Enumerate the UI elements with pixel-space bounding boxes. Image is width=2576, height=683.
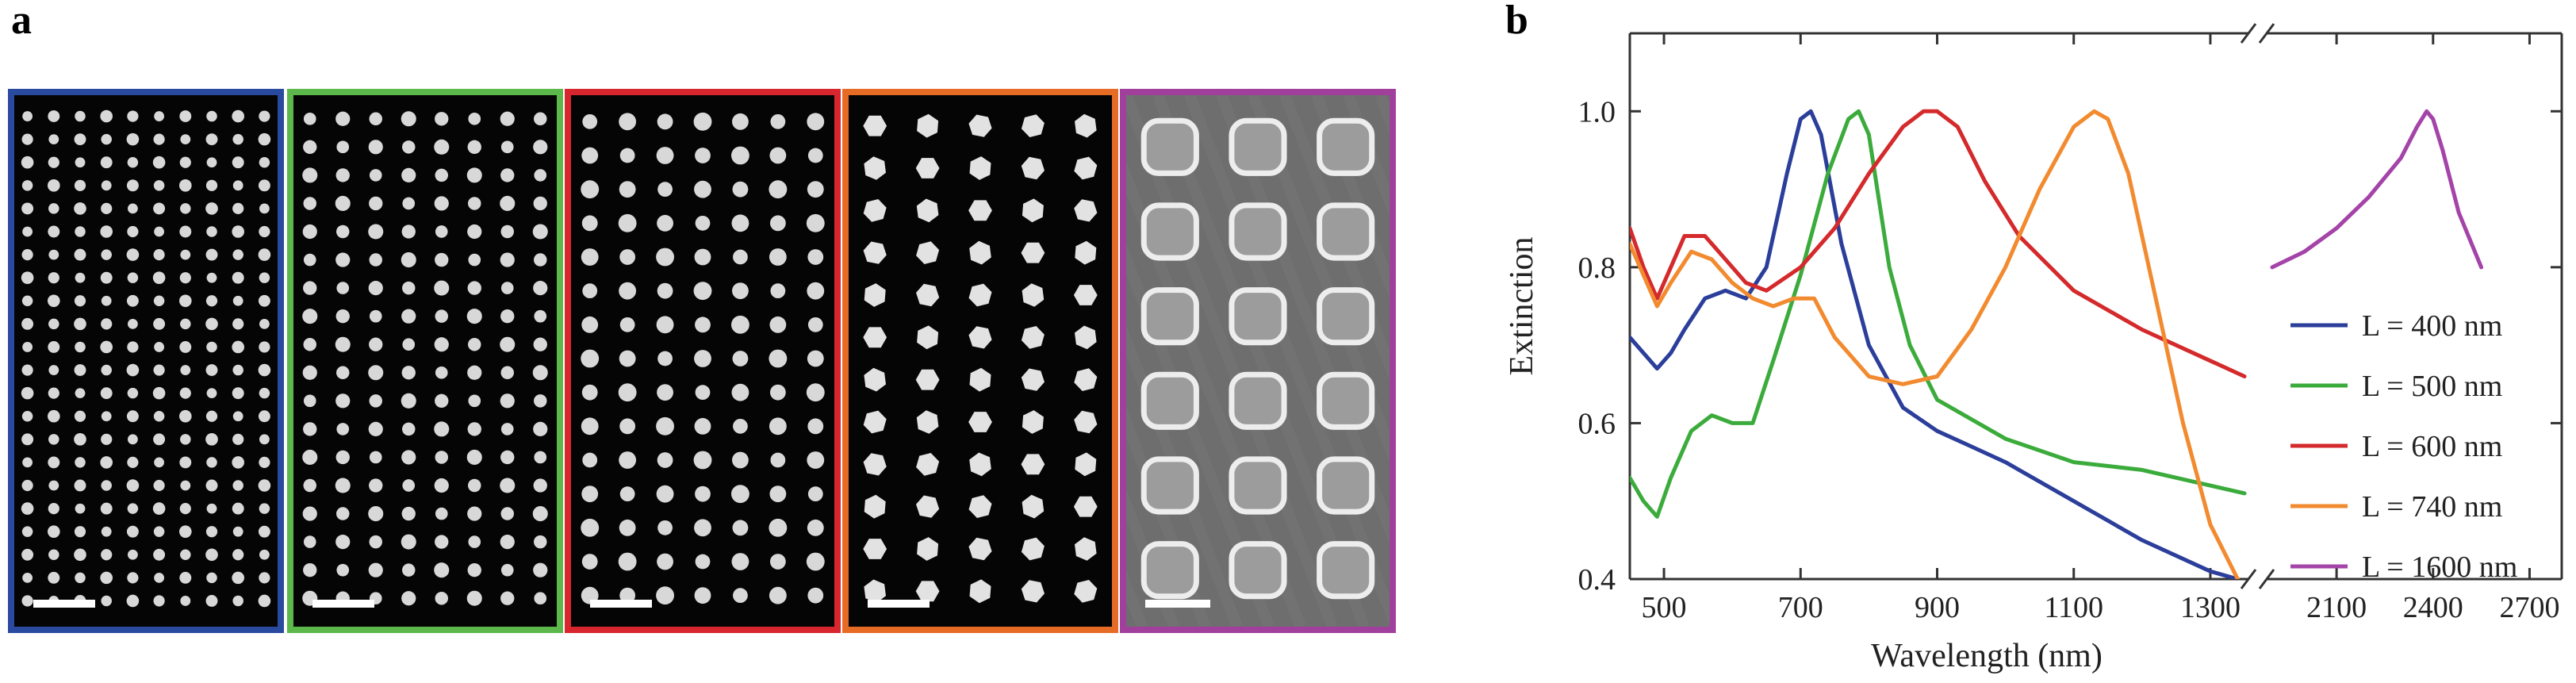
legend-label: L = 1600 nm (2362, 551, 2517, 584)
y-tick-label: 0.8 (1578, 251, 1616, 285)
x-tick-label: 700 (1778, 591, 1823, 624)
series-line-0 (1630, 109, 2240, 579)
y-axis-ticks: 0.4 0.6 0.8 1.0 (1578, 95, 2562, 597)
axis-break-mark (2240, 569, 2257, 589)
axes-frame (1628, 23, 2563, 589)
sem-panel-L740 (842, 89, 1118, 633)
scale-bar (1145, 600, 1210, 608)
sem-image-L500 (293, 95, 557, 627)
sem-image-L1600 (1126, 95, 1390, 627)
y-tick-label: 1.0 (1578, 95, 1616, 129)
particle-array (863, 113, 1098, 604)
x-tick-label: 1100 (2044, 591, 2103, 624)
particle-array (1140, 117, 1375, 600)
series-line-2 (1630, 109, 2247, 378)
axis-break-mark (2258, 569, 2275, 589)
x-axis-title: Wavelength (nm) (1871, 638, 2103, 674)
legend-label: L = 500 nm (2362, 370, 2502, 403)
panel-label-b: b (1505, 0, 1528, 43)
series-line-3 (1630, 109, 2240, 579)
series-line-1 (1630, 109, 2247, 519)
x-tick-label: 2100 (2306, 591, 2367, 624)
x-axis-ticks: 500 700 900 1100 1300 2100 2400 2700 (1642, 33, 2559, 624)
legend-label: L = 740 nm (2362, 490, 2502, 524)
particle-array (21, 109, 271, 608)
x-tick-label: 500 (1642, 591, 1687, 624)
y-axis-title: Extinction (1504, 237, 1540, 376)
axis-break-mark (2258, 23, 2275, 44)
x-tick-label: 2700 (2499, 591, 2559, 624)
sem-panel-L600 (565, 89, 841, 633)
axis-break-mark (2240, 23, 2257, 44)
scale-bar (868, 600, 930, 608)
particle-array (302, 111, 548, 606)
sem-panel-L400 (8, 89, 284, 633)
extinction-chart: 0.4 0.6 0.8 1.0 500 700 900 1100 1300 2100 2400 270… (1491, 0, 2576, 683)
particle-array (581, 112, 825, 605)
legend: L = 400 nm L = 500 nm L = 600 nm L = 740 nm… (2290, 309, 2517, 584)
extinction-chart-svg: 0.4 0.6 0.8 1.0 500 700 900 1100 1300 2100 2400 270… (1504, 23, 2563, 674)
scale-bar (312, 600, 374, 608)
panel-label-a: a (11, 0, 32, 43)
y-tick-label: 0.6 (1578, 407, 1616, 440)
x-tick-label: 1300 (2180, 591, 2241, 624)
x-tick-label: 2400 (2403, 591, 2463, 624)
sem-panel-L500 (287, 89, 563, 633)
series-lines (1630, 109, 2484, 579)
scale-bar (590, 600, 652, 608)
scale-bar (33, 600, 95, 608)
series-line-4 (2270, 109, 2484, 270)
legend-label: L = 600 nm (2362, 430, 2502, 463)
y-tick-label: 0.4 (1578, 563, 1616, 597)
legend-label: L = 400 nm (2362, 309, 2502, 343)
sem-image-L400 (14, 95, 278, 627)
sem-image-L740 (849, 95, 1112, 627)
sem-panel-L1600 (1120, 89, 1396, 633)
x-tick-label: 900 (1915, 591, 1960, 624)
sem-image-L600 (571, 95, 834, 627)
